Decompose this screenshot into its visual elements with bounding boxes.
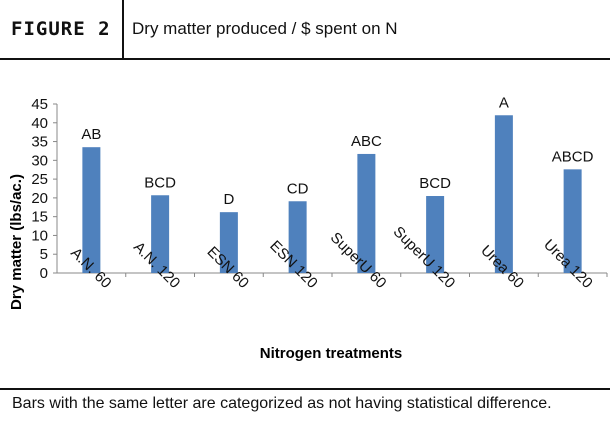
bars bbox=[82, 115, 582, 273]
figure-label: FIGURE 2 bbox=[0, 0, 124, 58]
bar-letter-label: CD bbox=[287, 180, 309, 197]
bar-letters: AB BCD D CD ABC BCD A ABCD bbox=[81, 94, 593, 208]
y-tick-label: 15 bbox=[31, 209, 48, 226]
bar bbox=[426, 196, 445, 273]
y-tick-label: 5 bbox=[40, 246, 48, 263]
bar-letter-label: BCD bbox=[144, 174, 176, 191]
bar-letter-label: ABCD bbox=[552, 148, 594, 165]
bar bbox=[494, 115, 513, 273]
bar-letter-label: AB bbox=[81, 126, 101, 143]
y-tick-label: 40 bbox=[31, 115, 48, 132]
y-tick-label: 25 bbox=[31, 171, 48, 188]
bar bbox=[288, 201, 307, 273]
bar bbox=[563, 169, 582, 273]
y-tick-label: 30 bbox=[31, 152, 48, 169]
footnote-text: Bars with the same letter are categorize… bbox=[12, 395, 552, 412]
figure-title: Dry matter produced / $ spent on N bbox=[132, 19, 398, 38]
y-tick-label: 45 bbox=[31, 96, 48, 113]
bar bbox=[357, 153, 376, 273]
bar-letter-label: D bbox=[223, 191, 234, 208]
x-axis-label: Nitrogen treatments bbox=[260, 345, 403, 362]
bar-letter-label: A bbox=[499, 94, 509, 111]
y-tick-label: 0 bbox=[40, 265, 48, 282]
bar bbox=[82, 147, 101, 273]
footnote-box: Bars with the same letter are categorize… bbox=[0, 388, 610, 413]
y-tick-label: 10 bbox=[31, 227, 48, 244]
figure-header: FIGURE 2 Dry matter produced / $ spent o… bbox=[0, 0, 610, 60]
bar bbox=[151, 195, 170, 273]
bar-letter-label: BCD bbox=[419, 175, 451, 192]
x-tick-label: SuperU 120 bbox=[390, 223, 459, 292]
y-axis-label: Dry matter (lbs/ac.) bbox=[8, 174, 25, 310]
y-tick-label: 35 bbox=[31, 134, 48, 151]
y-tick-label: 20 bbox=[31, 190, 48, 207]
x-ticks: A.N. 60 A.N. 120 ESN 60 ESN 120 SuperU 60 Sup… bbox=[67, 223, 608, 292]
bar bbox=[219, 212, 238, 273]
bar-letter-label: ABC bbox=[351, 133, 382, 150]
